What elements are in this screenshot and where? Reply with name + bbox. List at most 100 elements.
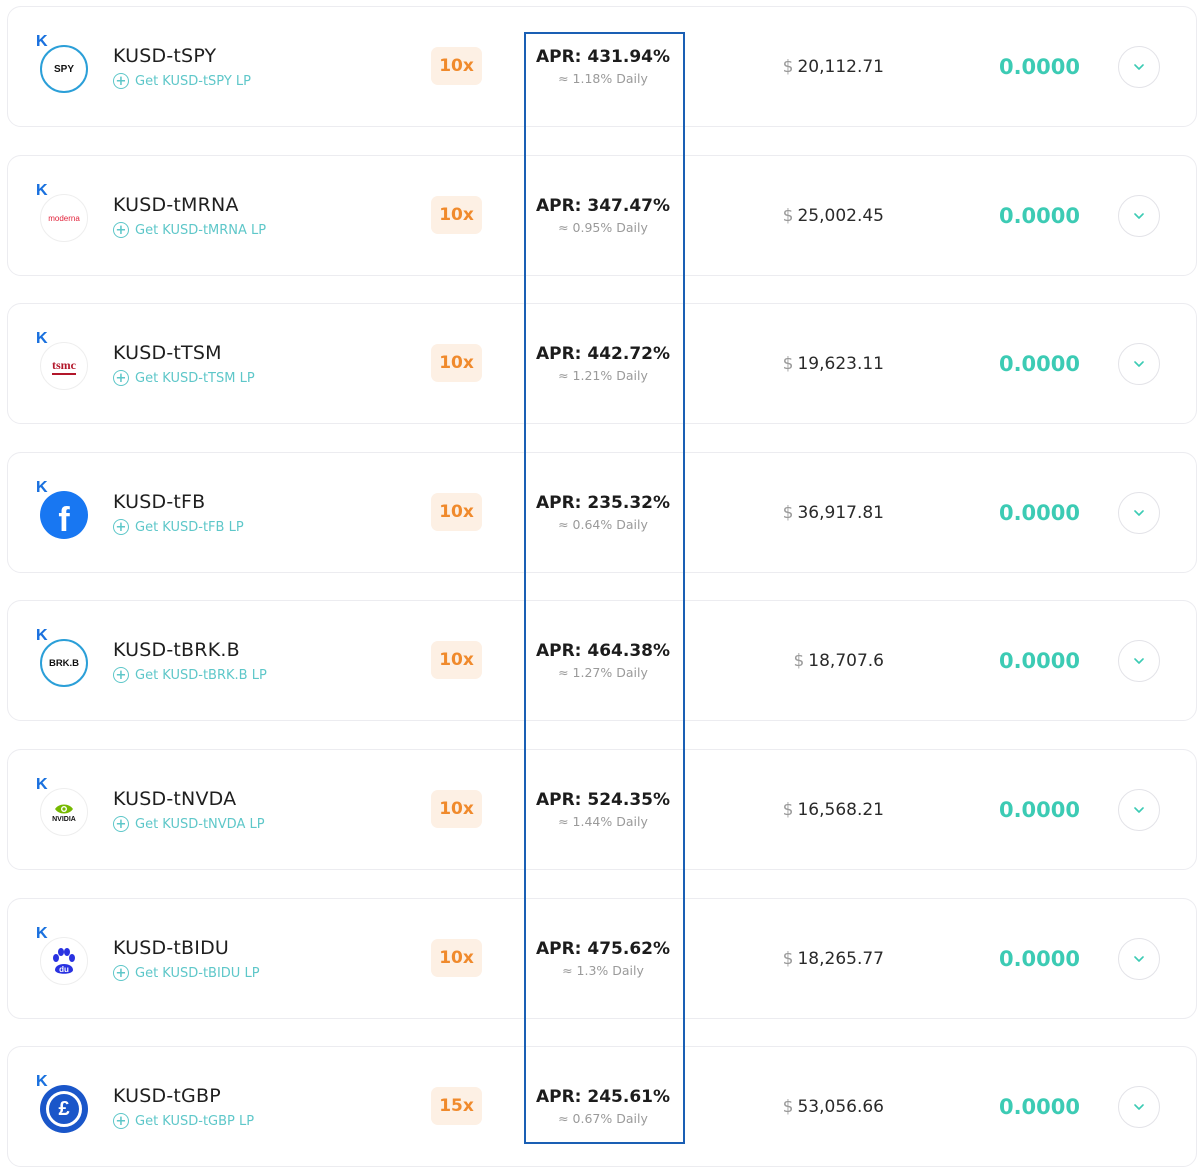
- currency-symbol: $: [782, 800, 794, 820]
- get-lp-link[interactable]: + Get KUSD-tMRNA LP: [113, 222, 266, 238]
- farm-row[interactable]: du K KUSD-tBIDU + Get KUSD-tBIDU LP 10x …: [7, 898, 1197, 1019]
- get-lp-label: Get KUSD-tTSM LP: [135, 370, 255, 386]
- pair-name: KUSD-tMRNA: [113, 194, 239, 216]
- get-lp-link[interactable]: + Get KUSD-tSPY LP: [113, 73, 251, 89]
- apr-daily: ≈ 0.64% Daily: [558, 517, 648, 532]
- plus-circle-icon: +: [113, 222, 129, 238]
- currency-symbol: $: [782, 503, 794, 523]
- pair-name: KUSD-tNVDA: [113, 788, 237, 810]
- liquidity-value: $18,707.6: [793, 651, 884, 671]
- apr-daily: ≈ 1.18% Daily: [558, 71, 648, 86]
- chevron-down-icon: [1134, 807, 1144, 813]
- get-lp-label: Get KUSD-tFB LP: [135, 519, 244, 535]
- multiplier-badge: 15x: [431, 1087, 482, 1125]
- plus-circle-icon: +: [113, 667, 129, 683]
- get-lp-link[interactable]: + Get KUSD-tFB LP: [113, 519, 244, 535]
- apr-cell: APR: 524.35% ≈ 1.44% Daily: [528, 790, 678, 829]
- expand-button[interactable]: [1118, 1086, 1160, 1128]
- pair-name: KUSD-tBRK.B: [113, 639, 240, 661]
- facebook-logo: f K: [36, 480, 90, 540]
- pair-name: KUSD-tSPY: [113, 45, 217, 67]
- currency-symbol: $: [782, 354, 794, 374]
- chevron-down-icon: [1134, 213, 1144, 219]
- get-lp-link[interactable]: + Get KUSD-tTSM LP: [113, 370, 255, 386]
- liquidity-value: $25,002.45: [783, 206, 884, 226]
- liquidity-value: $20,112.71: [783, 57, 884, 77]
- multiplier-badge: 10x: [431, 344, 482, 382]
- farm-row[interactable]: tsmc K KUSD-tTSM + Get KUSD-tTSM LP 10x …: [7, 303, 1197, 424]
- expand-button[interactable]: [1118, 46, 1160, 88]
- apr-daily: ≈ 1.21% Daily: [558, 368, 648, 383]
- apr-daily: ≈ 1.44% Daily: [558, 814, 648, 829]
- pair-name: KUSD-tGBP: [113, 1085, 221, 1107]
- get-lp-label: Get KUSD-tBIDU LP: [135, 965, 260, 981]
- expand-button[interactable]: [1118, 789, 1160, 831]
- multiplier-badge: 10x: [431, 196, 482, 234]
- apr-value: APR: 442.72%: [535, 344, 671, 364]
- currency-symbol: $: [793, 651, 805, 671]
- brkb-logo: BRK.B K: [36, 628, 90, 688]
- apr-cell: APR: 347.47% ≈ 0.95% Daily: [528, 196, 678, 235]
- currency-symbol: $: [782, 1097, 794, 1117]
- multiplier-badge: 10x: [431, 939, 482, 977]
- plus-circle-icon: +: [113, 816, 129, 832]
- farm-row[interactable]: £ K KUSD-tGBP + Get KUSD-tGBP LP 15x APR…: [7, 1046, 1197, 1167]
- expand-button[interactable]: [1118, 640, 1160, 682]
- get-lp-link[interactable]: + Get KUSD-tGBP LP: [113, 1113, 254, 1129]
- apr-cell: APR: 464.38% ≈ 1.27% Daily: [528, 641, 678, 680]
- apr-value: APR: 464.38%: [535, 641, 671, 661]
- k-badge-icon: K: [36, 627, 48, 644]
- get-lp-link[interactable]: + Get KUSD-tBRK.B LP: [113, 667, 267, 683]
- apr-cell: APR: 475.62% ≈ 1.3% Daily: [528, 939, 678, 978]
- apr-cell: APR: 431.94% ≈ 1.18% Daily: [528, 47, 678, 86]
- expand-button[interactable]: [1118, 195, 1160, 237]
- k-badge-icon: K: [36, 1073, 48, 1090]
- liquidity-amount: 19,623.11: [797, 354, 884, 374]
- get-lp-link[interactable]: + Get KUSD-tBIDU LP: [113, 965, 260, 981]
- farm-row[interactable]: f K KUSD-tFB + Get KUSD-tFB LP 10x APR: …: [7, 452, 1197, 573]
- chevron-down-icon: [1134, 64, 1144, 70]
- plus-circle-icon: +: [113, 965, 129, 981]
- earned-value: 0.0000: [998, 649, 1080, 673]
- gbp-logo: £ K: [36, 1074, 90, 1134]
- apr-daily: ≈ 0.67% Daily: [558, 1111, 648, 1126]
- plus-circle-icon: +: [113, 73, 129, 89]
- earned-value: 0.0000: [998, 501, 1080, 525]
- liquidity-amount: 18,707.6: [808, 651, 884, 671]
- earned-value: 0.0000: [998, 204, 1080, 228]
- k-badge-icon: K: [36, 925, 48, 942]
- chevron-down-icon: [1134, 1104, 1144, 1110]
- earned-value: 0.0000: [998, 1095, 1080, 1119]
- k-badge-icon: K: [36, 479, 48, 496]
- svg-text:du: du: [59, 965, 69, 974]
- earned-value: 0.0000: [998, 55, 1080, 79]
- farm-row[interactable]: NVIDIA K KUSD-tNVDA + Get KUSD-tNVDA LP …: [7, 749, 1197, 870]
- farm-row[interactable]: BRK.B K KUSD-tBRK.B + Get KUSD-tBRK.B LP…: [7, 600, 1197, 721]
- get-lp-label: Get KUSD-tGBP LP: [135, 1113, 255, 1129]
- farm-row[interactable]: moderna K KUSD-tMRNA + Get KUSD-tMRNA LP…: [7, 155, 1197, 276]
- k-badge-icon: K: [36, 330, 48, 347]
- pair-name: KUSD-tTSM: [113, 342, 222, 364]
- get-lp-label: Get KUSD-tSPY LP: [135, 73, 252, 89]
- apr-daily: ≈ 1.27% Daily: [558, 665, 648, 680]
- apr-value: APR: 475.62%: [535, 939, 671, 959]
- get-lp-label: Get KUSD-tMRNA LP: [135, 222, 267, 238]
- nvidia-logo: NVIDIA K: [36, 777, 90, 837]
- liquidity-amount: 16,568.21: [797, 800, 884, 820]
- k-badge-icon: K: [36, 776, 48, 793]
- farm-row[interactable]: SPY K KUSD-tSPY + Get KUSD-tSPY LP 10x A…: [7, 6, 1197, 127]
- expand-button[interactable]: [1118, 343, 1160, 385]
- apr-value: APR: 235.32%: [535, 493, 671, 513]
- k-badge-icon: K: [36, 182, 48, 199]
- liquidity-value: $18,265.77: [783, 949, 884, 969]
- plus-circle-icon: +: [113, 519, 129, 535]
- expand-button[interactable]: [1118, 492, 1160, 534]
- currency-symbol: $: [782, 206, 794, 226]
- apr-cell: APR: 245.61% ≈ 0.67% Daily: [528, 1087, 678, 1126]
- liquidity-amount: 20,112.71: [797, 57, 884, 77]
- apr-daily: ≈ 1.3% Daily: [562, 963, 644, 978]
- get-lp-link[interactable]: + Get KUSD-tNVDA LP: [113, 816, 265, 832]
- moderna-logo: moderna K: [36, 183, 90, 243]
- baidu-logo: du K: [36, 926, 90, 986]
- expand-button[interactable]: [1118, 938, 1160, 980]
